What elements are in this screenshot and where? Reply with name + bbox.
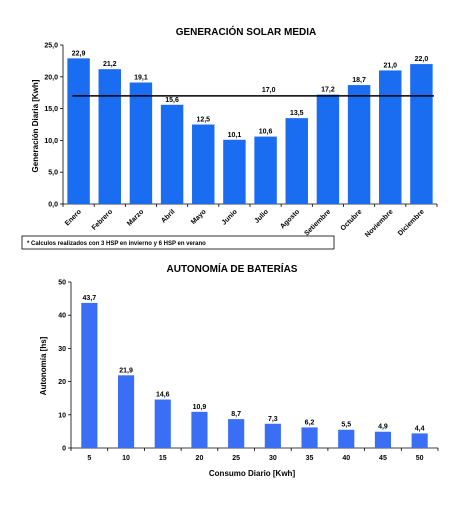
chart2-value-label: 5,5 [341,422,351,429]
chart2-xlabel: Consumo Diario [Kwh] [209,469,296,478]
chart1-title: GENERACIÓN SOLAR MEDIA [176,25,317,38]
chart2-x-tick-label: 5 [87,455,91,462]
chart1-bar [160,104,184,204]
chart2-value-label: 8,7 [231,411,241,418]
chart1-bar [223,139,246,204]
chart1-value-label: 13,5 [290,110,304,117]
chart2-value-label: 7,3 [268,416,278,423]
chart2-x-tick-label: 40 [342,455,350,462]
chart2-x-tick-label: 10 [122,455,130,462]
chart1-bar [285,118,308,204]
chart2-bar [228,419,245,448]
chart1-bar [98,69,121,204]
chart2-y-tick-label: 50 [58,280,66,287]
chart2-bar [154,399,171,448]
chart1-value-label: 12,5 [196,117,210,124]
chart2-y-tick-label: 30 [58,346,66,353]
chart2-data-labels: 43,7 21,9 14,6 10,9 8,7 7,3 6,2 5,5 4,9 4,4 [83,295,425,432]
chart2-y-tick-label: 20 [58,379,66,386]
chart1-reference-line: 17,0 [72,87,434,97]
chart2-bar [264,423,281,448]
chart1-x-tick-label: Diciembre [397,208,426,237]
chart1-x-tick-label: Febrero [91,208,114,231]
chart1-value-label: 15,6 [165,97,179,104]
chart1-bar [379,70,402,204]
chart2-x-tick-label: 30 [269,455,277,462]
chart1-reference-line-label: 17,0 [262,87,276,94]
chart-generacion-solar: GENERACIÓN SOLAR MEDIA Generación Diaria… [21,25,438,250]
chart1-bar [129,82,153,204]
chart2-bar [191,411,208,448]
chart1-note: * Calculos realizados con 3 HSP en invie… [27,241,206,247]
chart1-x-tick-label: Octubre [340,208,364,232]
chart1-value-label: 21,2 [103,61,117,68]
chart1-x-tick-label: Setiembre [303,208,332,237]
chart2-y-tick-label: 40 [58,313,66,320]
chart-autonomia-baterias: AUTONOMÍA DE BATERÍAS Autonomía [hs] Con… [39,262,439,478]
chart1-bar [254,136,277,204]
chart1-value-label: 10,6 [259,129,273,136]
chart2-value-label: 43,7 [83,295,97,302]
chart1-axes [60,44,438,207]
chart1-y-tick-label: 15,0 [44,106,58,113]
chart1-bar [410,64,433,204]
chart1-value-label: 22,0 [415,56,429,63]
chart2-y-tick-label: 10 [58,412,66,419]
chart1-value-label: 22,9 [72,50,86,57]
chart2-bar [411,433,428,448]
chart1-bar [347,85,371,204]
chart1-note-box [21,235,335,250]
chart2-value-label: 4,4 [415,425,425,432]
chart1-bar [316,94,340,204]
chart1-x-tick-label: Julio [253,208,270,225]
chart2-tick-labels: 0 10 20 30 40 50 5 10 15 20 25 30 35 40 45 50 [58,280,423,463]
chart2-value-label: 14,6 [156,392,170,399]
chart2-bars [81,302,428,448]
chart2-bar [374,431,392,448]
chart1-bars [67,58,433,204]
chart1-ylabel: Generación Diaria [Kwh] [31,79,40,172]
chart1-x-tick-label: Junio [221,208,239,226]
chart1-value-label: 10,1 [228,132,242,139]
chart2-value-label: 21,9 [119,367,133,374]
chart1-y-tick-label: 0,0 [48,202,58,209]
chart2-x-tick-label: 20 [196,455,204,462]
chart2-value-label: 4,9 [378,424,388,431]
chart1-y-tick-label: 5,0 [48,170,58,177]
chart2-x-tick-label: 25 [232,455,240,462]
chart1-value-label: 17,2 [321,87,335,94]
chart1-x-tick-label: Enero [64,208,83,227]
chart1-x-tick-label: Noviembre [364,208,395,239]
chart1-x-tick-label: Mayo [190,208,208,226]
chart2-ylabel: Autonomía [hs] [39,336,48,395]
chart1-data-labels: 22,9 21,2 19,1 15,6 12,5 10,1 10,6 13,5 17,2 18,7… [72,50,429,138]
chart1-x-tick-label: Marzo [126,208,145,227]
chart2-bar [117,375,135,448]
chart2-bar [338,429,355,448]
chart1-bar [67,58,90,204]
chart2-value-label: 6,2 [305,419,315,426]
chart1-y-tick-label: 20,0 [44,74,58,81]
chart1-value-label: 21,0 [383,62,397,69]
chart2-bar [301,427,318,448]
chart2-x-tick-label: 35 [306,455,314,462]
chart2-value-label: 10,9 [193,404,207,411]
chart2-bar [81,302,98,448]
chart1-x-tick-label: Abril [160,208,176,224]
chart1-y-tick-label: 10,0 [44,138,58,145]
chart1-value-label: 18,7 [352,77,366,84]
chart2-x-tick-label: 50 [416,455,424,462]
chart1-value-label: 19,1 [134,75,148,82]
chart1-y-tick-label: 25,0 [44,43,58,50]
chart1-x-tick-label: Agosto [279,208,301,230]
chart2-x-tick-label: 15 [159,455,167,462]
chart2-y-tick-label: 0 [62,446,66,453]
chart2-x-tick-label: 45 [379,455,387,462]
chart1-bar [192,124,215,204]
chart2-title: AUTONOMÍA DE BATERÍAS [167,262,298,275]
